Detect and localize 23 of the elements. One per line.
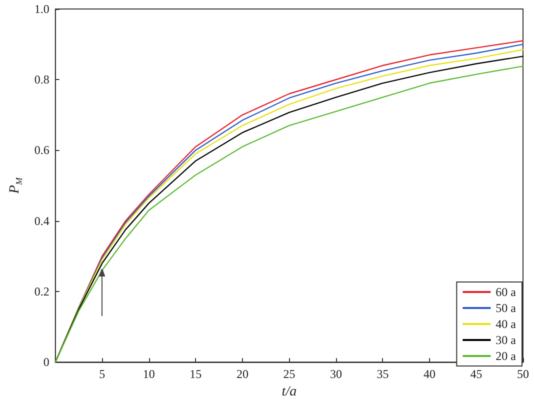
x-tick-label: 40: [423, 367, 436, 382]
x-tick-label: 45: [470, 367, 482, 382]
y-tick-label: 0.8: [34, 72, 50, 87]
x-tick-label: 35: [376, 367, 389, 382]
x-tick-label: 10: [142, 367, 155, 382]
y-tick-label: 0.4: [34, 214, 50, 228]
x-tick-label: 30: [330, 367, 342, 382]
y-tick-label: 0.6: [34, 143, 50, 158]
y-tick-label: 1.0: [34, 2, 50, 16]
x-tick-label: 20: [236, 367, 248, 382]
x-tick-label: 25: [283, 367, 296, 382]
legend-label: 50 a: [496, 301, 517, 315]
x-tick-label: 50: [517, 367, 529, 382]
y-axis-title: PM: [8, 177, 24, 195]
y-tick-label: 0.2: [34, 284, 50, 298]
legend-label: 30 a: [496, 333, 517, 347]
x-tick-label: 15: [190, 367, 202, 382]
x-tick-label: 5: [99, 367, 106, 382]
legend-label: 20 a: [496, 349, 517, 363]
legend-label: 40 a: [496, 317, 517, 331]
legend-label: 60 a: [496, 285, 517, 299]
y-tick-label: 0: [43, 355, 50, 370]
x-axis-title: t/a: [282, 384, 297, 400]
